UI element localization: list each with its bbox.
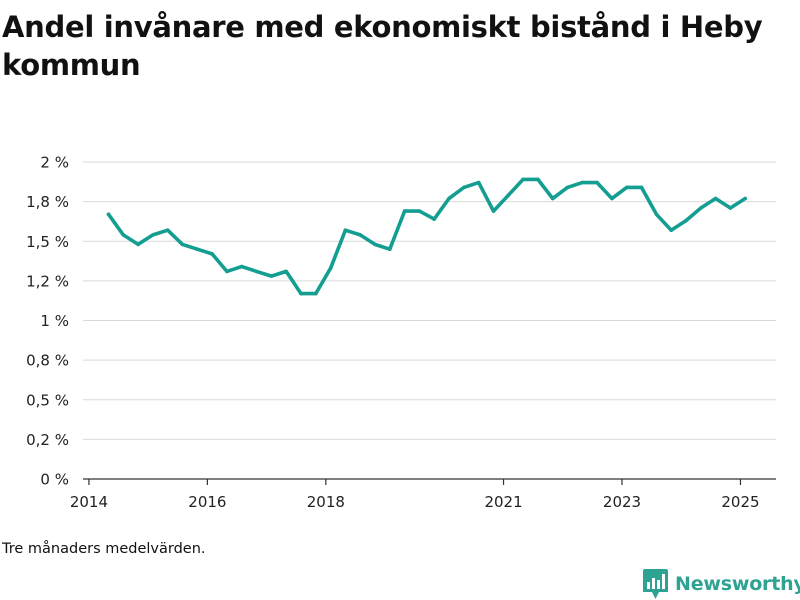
data-point bbox=[269, 274, 274, 278]
x-tick-label: 2025 bbox=[721, 493, 759, 511]
data-point bbox=[624, 185, 629, 190]
data-point bbox=[195, 247, 200, 251]
data-point bbox=[684, 218, 688, 223]
newsworthy-logo: Newsworthy bbox=[643, 569, 800, 599]
data-point bbox=[743, 196, 747, 201]
data-point bbox=[165, 228, 170, 232]
data-point bbox=[654, 212, 659, 217]
data-point bbox=[595, 180, 599, 185]
data-point bbox=[314, 291, 318, 296]
data-point bbox=[447, 196, 451, 201]
data-point bbox=[699, 206, 703, 210]
y-tick-label: 2 % bbox=[40, 154, 69, 172]
data-point bbox=[136, 242, 140, 247]
data-point bbox=[343, 228, 348, 232]
data-point bbox=[284, 269, 289, 274]
data-point bbox=[388, 247, 392, 251]
data-point bbox=[373, 242, 377, 247]
series-line bbox=[106, 177, 748, 296]
data-point bbox=[328, 266, 333, 271]
y-tick-label: 0,8 % bbox=[26, 352, 69, 370]
data-point bbox=[210, 252, 214, 256]
chart-footnote: Tre månaders medelvärden. bbox=[2, 541, 206, 557]
data-point bbox=[639, 185, 644, 190]
data-point bbox=[225, 269, 229, 274]
data-point bbox=[106, 212, 111, 217]
data-point bbox=[239, 264, 244, 269]
y-tick-label: 1,5 % bbox=[26, 233, 69, 251]
data-point bbox=[254, 269, 259, 274]
data-point bbox=[402, 209, 407, 213]
data-point bbox=[476, 180, 481, 185]
y-tick-label: 1,8 % bbox=[26, 193, 69, 211]
x-axis: 2014 2016 2018 2021 2023 2025 bbox=[70, 478, 776, 511]
series-layer bbox=[106, 177, 748, 296]
data-point bbox=[299, 291, 303, 296]
y-tick-label: 0 % bbox=[40, 471, 69, 489]
data-point bbox=[713, 196, 718, 201]
data-point bbox=[565, 185, 570, 190]
data-point bbox=[462, 185, 466, 190]
y-tick-label: 0,2 % bbox=[26, 431, 69, 449]
grid-lines bbox=[83, 161, 776, 440]
data-point bbox=[669, 228, 673, 232]
data-point bbox=[358, 233, 363, 237]
chart-title: Andel invånare med ekonomiskt bistånd i … bbox=[2, 10, 763, 82]
x-tick-label: 2018 bbox=[307, 493, 345, 511]
y-axis-labels: 0 % 0,2 % 0,5 % 0,8 % 1 % 1,2 % 1,5 % 1,8 % 2 % bbox=[26, 154, 69, 489]
x-tick-label: 2016 bbox=[188, 493, 226, 511]
data-point bbox=[151, 233, 155, 237]
data-point bbox=[417, 209, 422, 213]
data-point bbox=[180, 242, 185, 247]
x-tick-label: 2021 bbox=[484, 493, 522, 511]
data-point bbox=[580, 180, 585, 185]
data-point bbox=[550, 196, 555, 201]
bar-chart-flag-icon bbox=[643, 569, 668, 599]
brand-name: Newsworthy bbox=[675, 573, 800, 595]
data-point bbox=[610, 196, 614, 201]
data-point bbox=[121, 233, 126, 237]
x-tick-label: 2014 bbox=[70, 493, 108, 511]
data-point bbox=[491, 209, 496, 213]
data-point bbox=[432, 217, 437, 221]
data-point bbox=[521, 177, 525, 182]
x-tick-label: 2023 bbox=[603, 493, 641, 511]
y-tick-label: 1 % bbox=[40, 312, 69, 330]
y-tick-label: 0,5 % bbox=[26, 391, 69, 409]
y-tick-label: 1,2 % bbox=[26, 272, 69, 290]
data-point bbox=[728, 206, 733, 210]
data-point bbox=[536, 177, 540, 182]
data-point bbox=[506, 193, 511, 198]
